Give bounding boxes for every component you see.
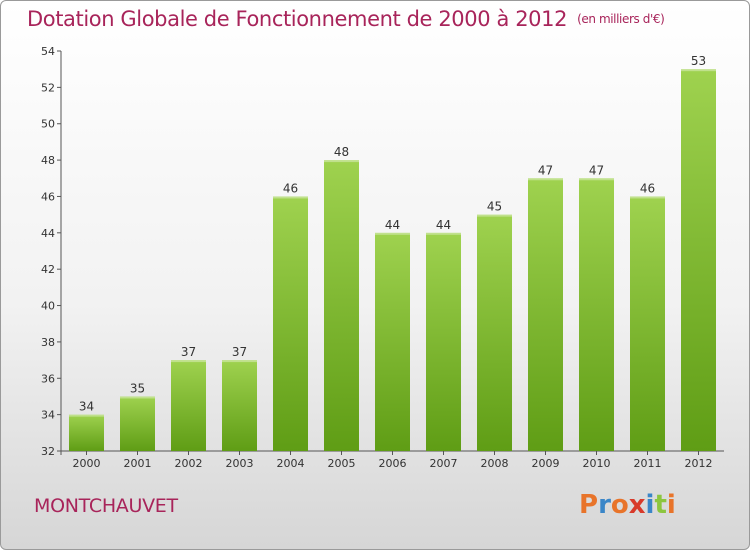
chart-title-text: Dotation Globale de Fonctionnement de 20… [27, 7, 568, 31]
bar-2004 [273, 196, 308, 451]
data-labels: 34 35 37 37 46 48 44 44 45 47 47 46 53 [79, 54, 706, 413]
y-tick-label: 36 [41, 372, 55, 385]
bar-highlight [681, 69, 716, 72]
x-tick-label: 2007 [430, 457, 458, 470]
x-tick-label: 2012 [685, 457, 713, 470]
data-label-2000: 34 [79, 400, 94, 414]
bar-highlight [477, 214, 512, 217]
x-tick-label: 2008 [481, 457, 509, 470]
x-tick-label: 2005 [328, 457, 356, 470]
y-tick-label: 48 [41, 154, 55, 167]
bar-highlight [579, 178, 614, 181]
chart-unit: (en milliers d'€) [577, 12, 665, 26]
bar-highlight [222, 360, 257, 363]
bar-highlight [120, 396, 155, 399]
x-tick-label: 2002 [175, 457, 203, 470]
x-tick-label: 2003 [226, 457, 254, 470]
bar-2007 [426, 232, 461, 451]
proxiti-logo[interactable]: Proxiti [579, 490, 676, 520]
bar-highlight [171, 360, 206, 363]
y-tick-label: 44 [41, 227, 55, 240]
axes: 32 34 36 38 40 42 44 46 48 50 52 54 2000 2001 2002 2003… [41, 45, 724, 470]
y-tick-label: 46 [41, 190, 55, 203]
data-label-2011: 46 [640, 181, 655, 195]
data-label-2001: 35 [130, 381, 145, 395]
y-tick-label: 34 [41, 409, 55, 422]
bar-highlight [324, 160, 359, 163]
data-label-2012: 53 [691, 54, 706, 68]
x-tick-label: 2004 [277, 457, 305, 470]
y-tick-label: 54 [41, 45, 55, 58]
y-tick-label: 32 [41, 445, 55, 458]
logo-letter: i [666, 490, 676, 520]
bar-2006 [375, 232, 410, 451]
bar-highlight [528, 178, 563, 181]
bar-highlight [375, 232, 410, 235]
logo-letter: t [654, 490, 667, 520]
data-label-2007: 44 [436, 218, 451, 232]
commune-name: MONTCHAUVET [34, 495, 178, 517]
bars [69, 69, 716, 452]
bar-2001 [120, 396, 155, 451]
data-label-2005: 48 [334, 145, 349, 159]
y-tick-label: 42 [41, 263, 55, 276]
data-label-2010: 47 [589, 163, 604, 177]
data-label-2008: 45 [487, 200, 502, 214]
logo-letter: r [598, 490, 611, 520]
x-tick-label: 2001 [124, 457, 152, 470]
bar-2000 [69, 414, 104, 451]
bar-2003 [222, 360, 257, 451]
bar-2008 [477, 214, 512, 451]
data-label-2002: 37 [181, 345, 196, 359]
bar-2012 [681, 69, 716, 451]
chart-title: Dotation Globale de Fonctionnement de 20… [27, 7, 665, 31]
bar-highlight [426, 232, 461, 235]
bar-highlight [630, 196, 665, 199]
data-label-2004: 46 [283, 181, 298, 195]
bar-2005 [324, 160, 359, 451]
logo-letter: o [610, 490, 629, 520]
bar-highlight [69, 414, 104, 417]
bar-highlight [273, 196, 308, 199]
data-label-2003: 37 [232, 345, 247, 359]
x-tick-label: 2000 [73, 457, 101, 470]
bar-2009 [528, 178, 563, 452]
bar-2011 [630, 196, 665, 451]
x-tick-label: 2006 [379, 457, 407, 470]
data-label-2006: 44 [385, 218, 400, 232]
bar-2002 [171, 360, 206, 451]
y-tick-label: 50 [41, 118, 55, 131]
logo-letter: i [645, 490, 655, 520]
x-tick-label: 2009 [532, 457, 560, 470]
x-tick-label: 2010 [583, 457, 611, 470]
data-label-2009: 47 [538, 163, 553, 177]
y-tick-label: 38 [41, 336, 55, 349]
logo-letter: P [579, 490, 599, 520]
bar-2010 [579, 178, 614, 452]
x-tick-label: 2011 [634, 457, 662, 470]
y-tick-label: 52 [41, 81, 55, 94]
logo-letter: x [628, 490, 646, 520]
y-tick-label: 40 [41, 300, 55, 313]
